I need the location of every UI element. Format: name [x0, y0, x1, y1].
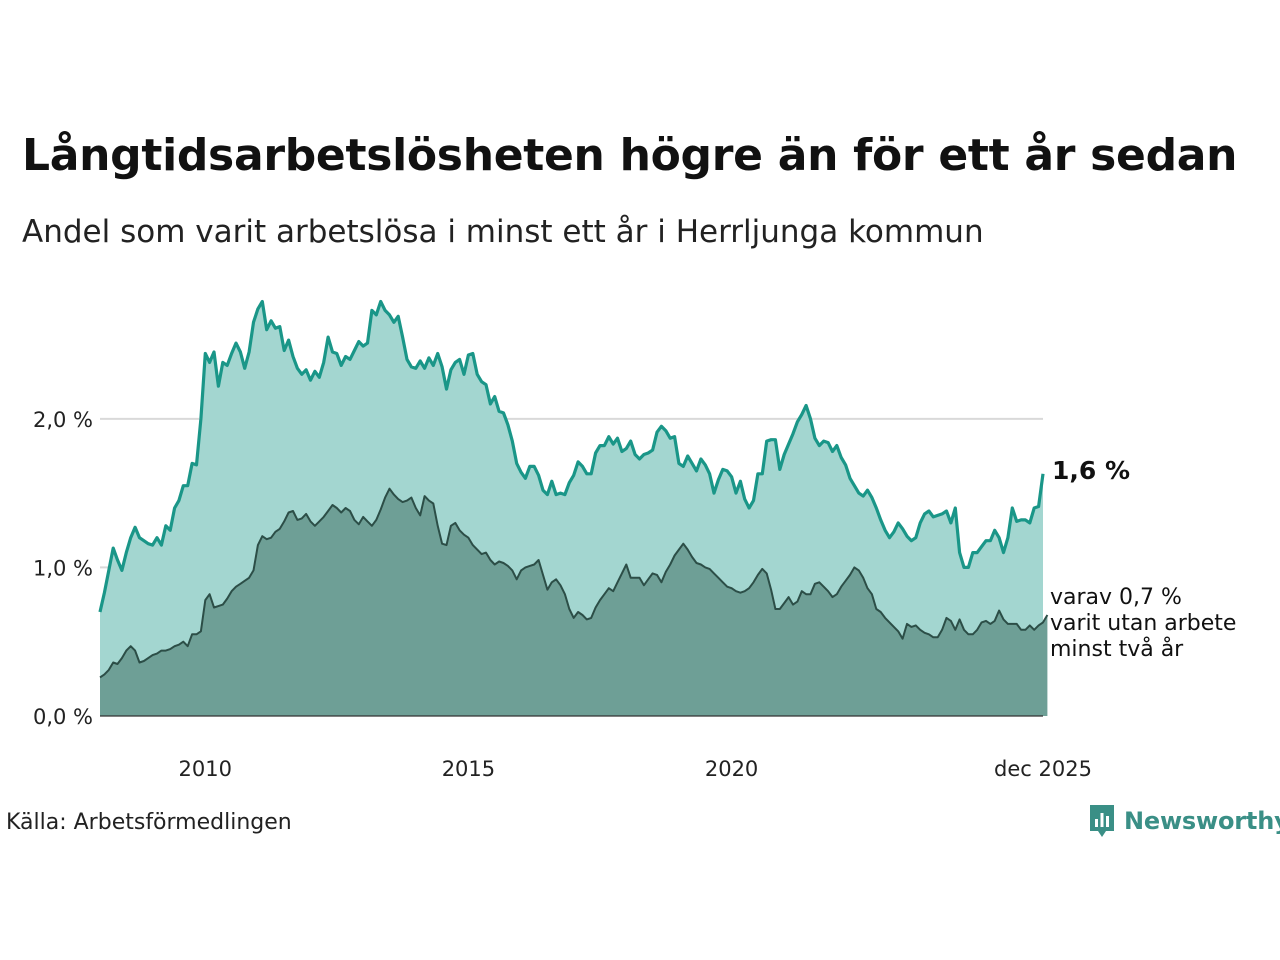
- end-value-label: 1,6 %: [1052, 456, 1130, 485]
- newsworthy-logo-icon: [1090, 805, 1114, 837]
- y-tick-label: 1,0 %: [33, 556, 93, 580]
- x-tick-label: 2015: [442, 757, 495, 781]
- brand-name: Newsworthy: [1124, 807, 1280, 835]
- chart-title: Långtidsarbetslösheten högre än för ett …: [22, 130, 1238, 181]
- y-tick-label: 2,0 %: [33, 408, 93, 432]
- note-line-1: varav 0,7 %: [1050, 585, 1182, 610]
- source-credit: Källa: Arbetsförmedlingen: [6, 810, 292, 835]
- area-very-long-term-unemployed: [100, 488, 1048, 716]
- note-line-2: varit utan arbete: [1050, 611, 1236, 636]
- x-axis: 2010 2015 2020 dec 2025: [179, 757, 1092, 781]
- chart-subtitle: Andel som varit arbetslösa i minst ett å…: [22, 214, 984, 250]
- y-axis: 0,0 % 1,0 % 2,0 %: [33, 408, 93, 729]
- x-tick-label: dec 2025: [994, 757, 1092, 781]
- brand-logo[interactable]: Newsworthy: [1088, 803, 1280, 839]
- line-long-term-unemployed: [98, 299, 1045, 613]
- x-tick-label: 2010: [179, 757, 232, 781]
- x-tick-label: 2020: [705, 757, 758, 781]
- line-very-long-term-unemployed: [99, 487, 1049, 679]
- y-tick-label: 0,0 %: [33, 705, 93, 729]
- note-line-3: minst två år: [1050, 636, 1184, 662]
